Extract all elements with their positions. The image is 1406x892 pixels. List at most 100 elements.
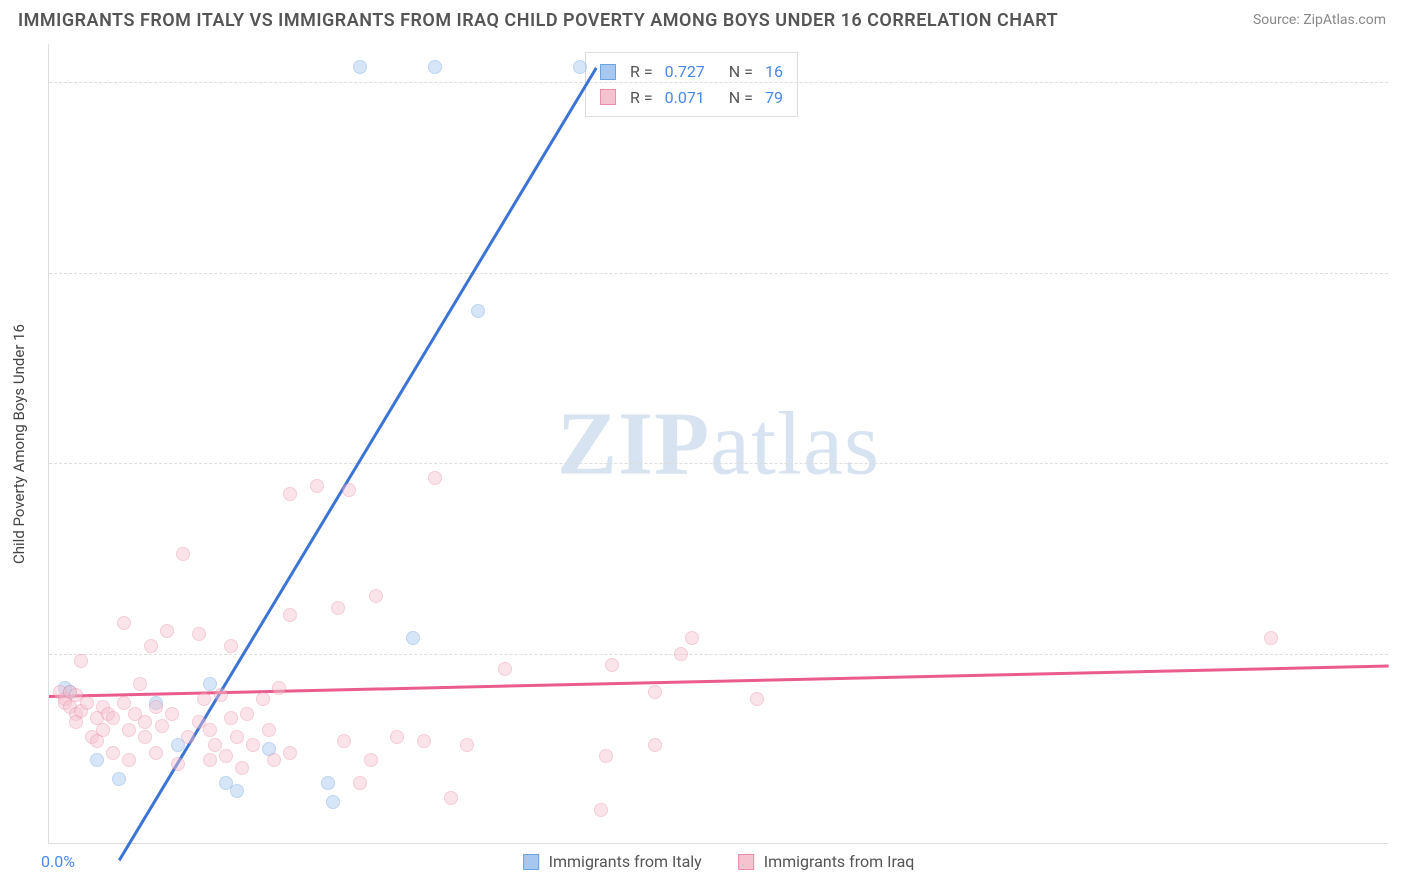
gridline xyxy=(49,463,1388,464)
scatter-point xyxy=(176,547,190,561)
scatter-point xyxy=(1264,631,1278,645)
scatter-point xyxy=(283,608,297,622)
watermark: ZIPatlas xyxy=(557,392,880,495)
scatter-point xyxy=(138,730,152,744)
scatter-point xyxy=(498,662,512,676)
scatter-point xyxy=(74,654,88,668)
scatter-point xyxy=(337,734,351,748)
scatter-point xyxy=(310,479,324,493)
scatter-point xyxy=(648,738,662,752)
scatter-point xyxy=(149,746,163,760)
scatter-point xyxy=(460,738,474,752)
n-label: N = xyxy=(729,85,753,111)
r-value: 0.727 xyxy=(665,59,705,85)
scatter-point xyxy=(224,639,238,653)
scatter-point xyxy=(256,692,270,706)
scatter-point xyxy=(165,707,179,721)
legend-item: Immigrants from Italy xyxy=(523,852,702,871)
scatter-point xyxy=(599,749,613,763)
scatter-point xyxy=(122,723,136,737)
scatter-point xyxy=(117,616,131,630)
regression-line xyxy=(49,665,1389,698)
scatter-point xyxy=(353,60,367,74)
y-axis-label: Child Poverty Among Boys Under 16 xyxy=(10,324,28,564)
gridline xyxy=(49,273,1388,274)
scatter-point xyxy=(428,60,442,74)
scatter-point xyxy=(246,738,260,752)
legend-label: Immigrants from Iraq xyxy=(764,852,915,871)
scatter-point xyxy=(240,707,254,721)
ytick-label: 25.0% xyxy=(1398,644,1406,663)
scatter-point xyxy=(605,658,619,672)
watermark-zip: ZIP xyxy=(557,394,710,493)
scatter-point xyxy=(471,304,485,318)
scatter-point xyxy=(203,677,217,691)
scatter-point xyxy=(235,761,249,775)
scatter-point xyxy=(197,692,211,706)
scatter-point xyxy=(96,723,110,737)
scatter-point xyxy=(219,749,233,763)
scatter-point xyxy=(117,696,131,710)
scatter-point xyxy=(267,753,281,767)
scatter-point xyxy=(149,700,163,714)
scatter-point xyxy=(417,734,431,748)
ytick-label: 75.0% xyxy=(1398,263,1406,282)
r-label: R = xyxy=(630,59,653,85)
scatter-point xyxy=(181,730,195,744)
ytick-label: 50.0% xyxy=(1398,454,1406,473)
scatter-point xyxy=(106,711,120,725)
legend-item: Immigrants from Iraq xyxy=(738,852,915,871)
gridline xyxy=(49,82,1388,83)
scatter-point xyxy=(272,681,286,695)
scatter-point xyxy=(342,483,356,497)
scatter-point xyxy=(133,677,147,691)
scatter-point xyxy=(428,471,442,485)
scatter-point xyxy=(326,795,340,809)
n-value: 79 xyxy=(765,85,783,111)
legend-swatch xyxy=(738,854,754,870)
scatter-point xyxy=(192,627,206,641)
scatter-plot: ZIPatlas Child Poverty Among Boys Under … xyxy=(48,44,1388,844)
scatter-point xyxy=(321,776,335,790)
scatter-point xyxy=(90,753,104,767)
scatter-point xyxy=(160,624,174,638)
source-label: Source: ZipAtlas.com xyxy=(1253,12,1386,28)
scatter-point xyxy=(203,753,217,767)
xtick-max: 25.0% xyxy=(1398,852,1406,871)
scatter-point xyxy=(171,757,185,771)
legend-swatch xyxy=(600,64,616,80)
stats-row: R = 0.727 N = 16 xyxy=(600,59,783,85)
scatter-point xyxy=(262,723,276,737)
scatter-point xyxy=(112,772,126,786)
scatter-point xyxy=(144,639,158,653)
gridline xyxy=(49,654,1388,655)
scatter-point xyxy=(390,730,404,744)
scatter-point xyxy=(573,60,587,74)
stats-box: R =0.727N =16R =0.071N =79 xyxy=(585,52,798,117)
scatter-point xyxy=(406,631,420,645)
scatter-point xyxy=(203,723,217,737)
scatter-point xyxy=(648,685,662,699)
scatter-point xyxy=(283,746,297,760)
scatter-point xyxy=(122,753,136,767)
n-value: 16 xyxy=(765,59,783,85)
scatter-point xyxy=(214,688,228,702)
scatter-point xyxy=(230,784,244,798)
scatter-point xyxy=(331,601,345,615)
scatter-point xyxy=(138,715,152,729)
scatter-point xyxy=(685,631,699,645)
n-label: N = xyxy=(729,59,753,85)
scatter-point xyxy=(208,738,222,752)
legend-label: Immigrants from Italy xyxy=(549,852,702,871)
scatter-point xyxy=(155,719,169,733)
scatter-point xyxy=(674,647,688,661)
stats-row: R =0.071N =79 xyxy=(600,85,783,111)
r-label: R = xyxy=(630,85,653,111)
legend-swatch xyxy=(523,854,539,870)
scatter-point xyxy=(106,746,120,760)
chart-title: IMMIGRANTS FROM ITALY VS IMMIGRANTS FROM… xyxy=(18,10,1058,31)
legend-swatch xyxy=(600,89,616,105)
ytick-label: 100.0% xyxy=(1398,73,1406,92)
scatter-point xyxy=(80,696,94,710)
scatter-point xyxy=(224,711,238,725)
